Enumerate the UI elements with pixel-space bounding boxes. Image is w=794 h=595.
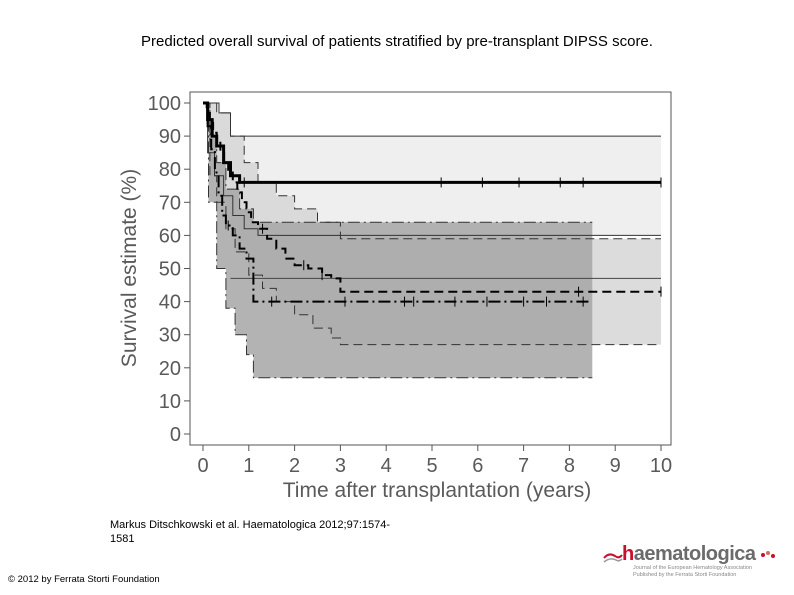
ci-upper-line-0 xyxy=(203,102,661,137)
x-axis-label: Time after transplantation (years) xyxy=(283,479,592,502)
y-tick-label-5: 50 xyxy=(159,259,181,281)
citation: Markus Ditschkowski et al. Haematologica… xyxy=(110,518,450,546)
y-axis-label: Survival estimate (%) xyxy=(118,169,141,367)
citation-line-1: Markus Ditschkowski et al. Haematologica… xyxy=(110,519,391,531)
decorative-dots-icon xyxy=(761,551,775,558)
x-tick-label-8: 8 xyxy=(564,455,575,477)
ci-lower-line-1 xyxy=(203,102,661,346)
logo-wordmark-initial: h xyxy=(622,543,634,565)
x-tick-label-0: 0 xyxy=(197,455,208,477)
y-tick-label-2: 20 xyxy=(159,358,181,380)
logo-wordmark-rest: aematologica xyxy=(633,543,756,565)
x-tick-label-3: 3 xyxy=(335,455,346,477)
y-tick-label-0: 0 xyxy=(170,424,181,446)
y-tick-label-3: 30 xyxy=(159,325,181,347)
survival-chart: 0 10 20 30 40 50 60 70 80 90 100 0 1 2 3 4 5 6 7 8 9 10 Survi… xyxy=(118,91,672,502)
slide-title: Predicted overall survival of patients s… xyxy=(141,33,653,50)
y-tick-label-10: 100 xyxy=(148,93,181,115)
y-tick-label-4: 40 xyxy=(159,292,181,314)
x-tick-label-4: 4 xyxy=(381,455,392,477)
y-tick-label-1: 10 xyxy=(159,391,181,413)
logo-wordmark: haematologica xyxy=(622,543,756,566)
x-tick-label-9: 9 xyxy=(610,455,621,477)
y-tick-label-7: 70 xyxy=(159,192,181,214)
x-tick-label-2: 2 xyxy=(289,455,300,477)
haematologica-logo[interactable]: haematologica Journal of the European He… xyxy=(603,543,783,579)
x-tick-label-6: 6 xyxy=(472,455,483,477)
x-tick-label-7: 7 xyxy=(518,455,529,477)
x-tick-label-5: 5 xyxy=(426,455,437,477)
survival-curve-2 xyxy=(203,102,593,303)
logo-subtitle: Journal of the European Hematology Assoc… xyxy=(633,565,773,578)
y-tick-label-8: 80 xyxy=(159,159,181,181)
x-tick-label-10: 10 xyxy=(650,455,672,477)
logo-mark-icon xyxy=(603,553,623,563)
ci-band-2 xyxy=(203,103,593,378)
y-tick-label-6: 60 xyxy=(159,225,181,247)
survival-curve-1 xyxy=(203,102,661,293)
citation-line-2: 1581 xyxy=(110,533,135,545)
logo-subtitle-line-1: Journal of the European Hematology Assoc… xyxy=(633,565,752,571)
y-tick-label-9: 90 xyxy=(159,126,181,148)
copyright-notice: © 2012 by Ferrata Storti Foundation xyxy=(8,574,160,585)
logo-subtitle-line-2: Published by the Ferrata Storti Foundati… xyxy=(633,571,737,578)
x-tick-label-1: 1 xyxy=(243,455,254,477)
